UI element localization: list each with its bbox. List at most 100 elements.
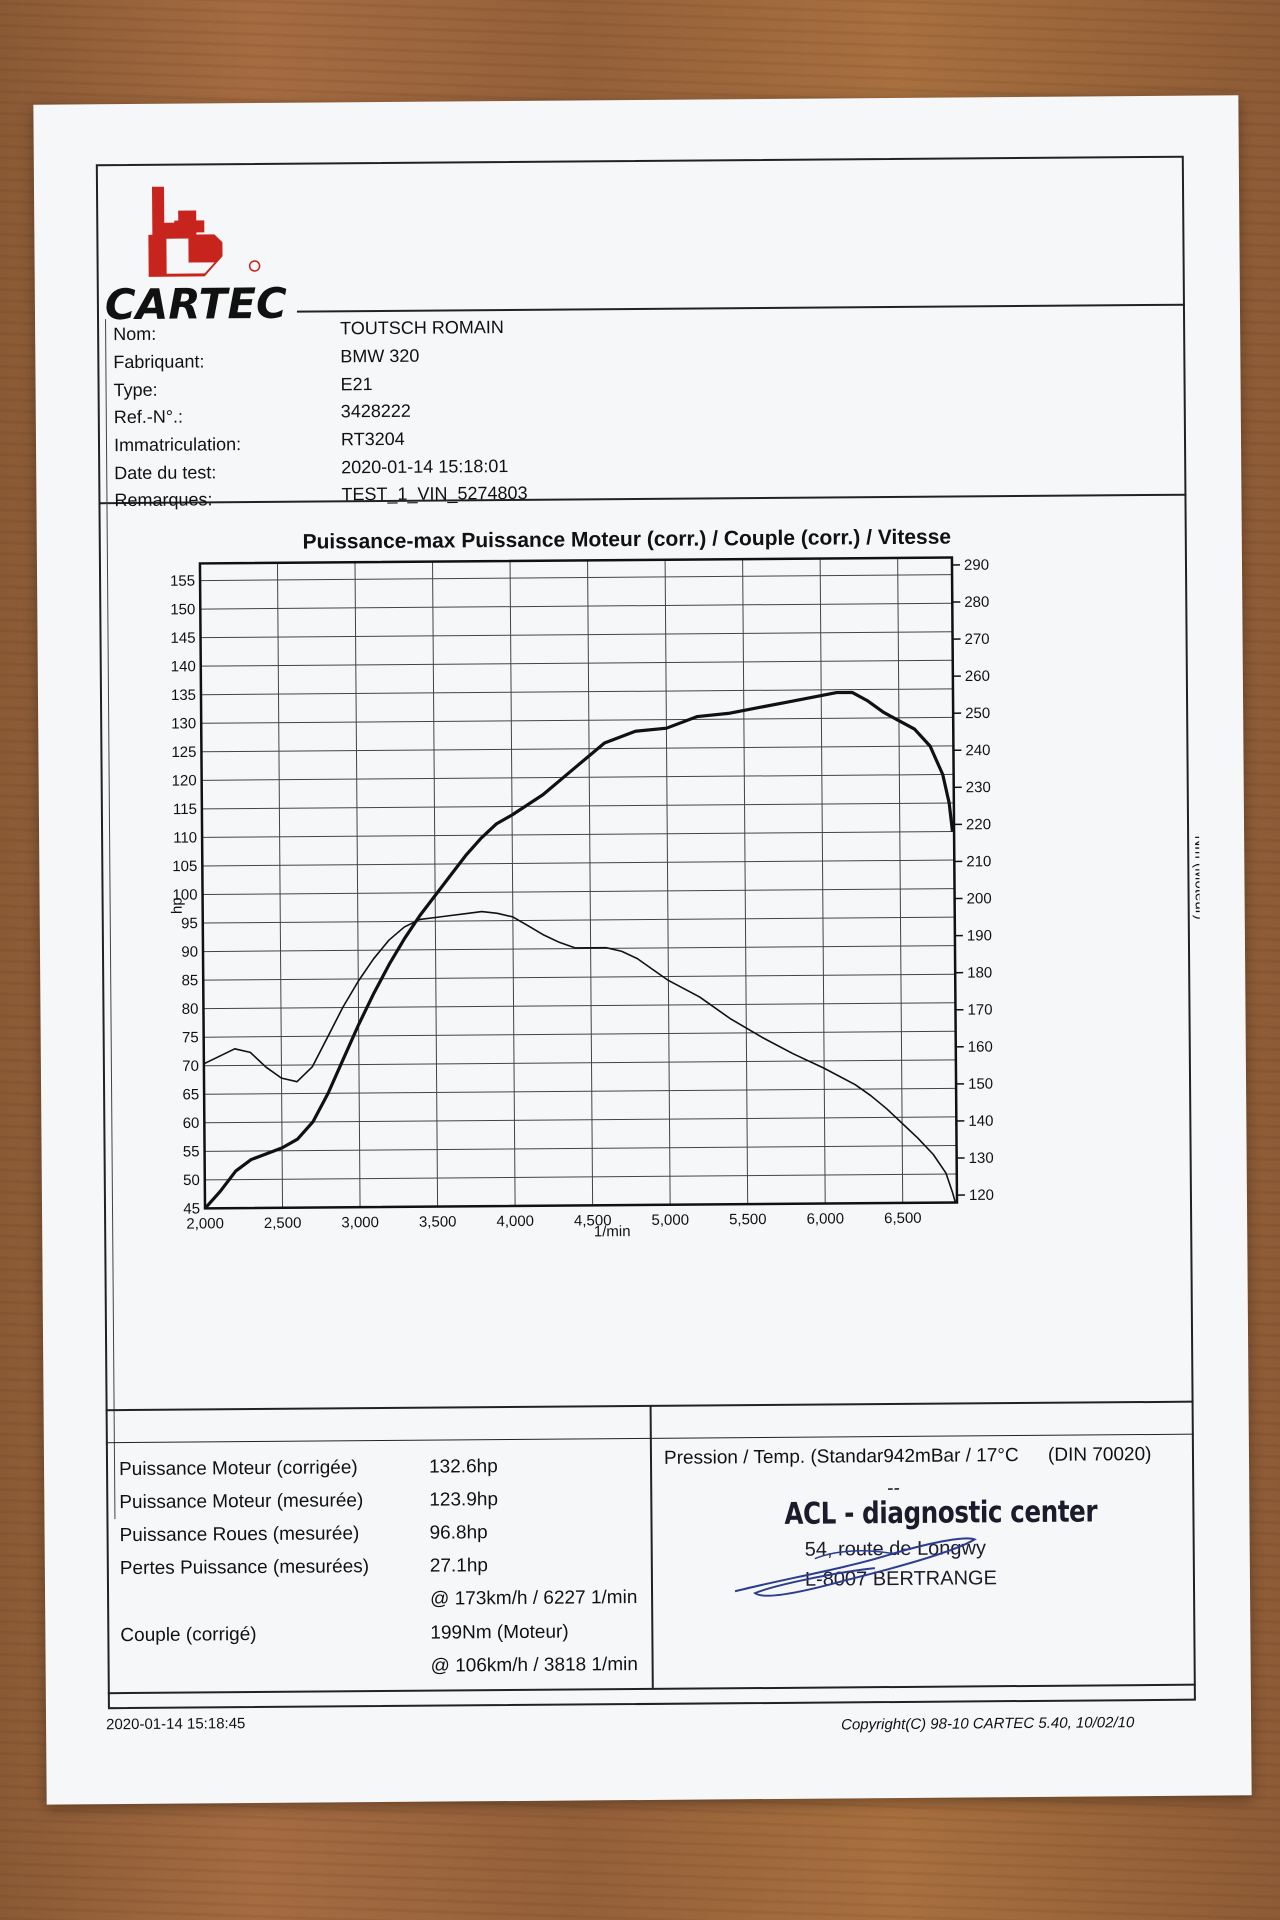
y-left-tick-label: 155 <box>170 573 195 590</box>
y-left-tick-label: 60 <box>183 1115 200 1132</box>
result-value-power-corr: 132.6hp <box>428 1456 498 1478</box>
y-left-tick-label: 65 <box>182 1086 199 1103</box>
dyno-chart: Puissance-max Puissance Moteur (corr.) /… <box>169 526 1204 1241</box>
y-gridline <box>202 859 955 867</box>
info-value-nom: TOUTSCH ROMAIN <box>340 317 504 339</box>
y-left-tick-label: 115 <box>173 801 197 818</box>
x-tick-label: 2,000 <box>186 1215 224 1232</box>
chart-title: Puissance-max Puissance Moteur (corr.) /… <box>302 526 951 554</box>
info-value-type: E21 <box>340 374 373 395</box>
y-left-tick-label: 50 <box>183 1172 200 1189</box>
result-value-power-meas: 123.9hp <box>429 1489 499 1511</box>
dyno-report-sheet: CARTEC Nom: TOUTSCH ROMAIN Fabriquant: B… <box>33 95 1252 1805</box>
info-value-remarques: TEST_1_VIN_5274803 <box>341 482 528 505</box>
power-curve-line <box>203 690 955 1210</box>
y-left-tick-label: 80 <box>182 1001 199 1018</box>
y-right-tick-label: 150 <box>968 1076 993 1093</box>
y-gridline <box>200 659 953 667</box>
din-norm: (DIN 70020) <box>1047 1443 1152 1466</box>
y-right-tick-label: 260 <box>965 668 990 685</box>
y-gridline <box>203 1030 956 1038</box>
y-gridline <box>204 1116 957 1124</box>
result-label-wheel-power: Puissance Roues (mesurée) <box>119 1523 360 1547</box>
info-value-date: 2020-01-14 15:18:01 <box>341 456 509 478</box>
x-tick-label: 6,000 <box>806 1210 844 1227</box>
y-left-tick-label: 130 <box>171 715 196 732</box>
y-left-tick-label: 135 <box>171 687 196 704</box>
chart-ticks: 2,000 2,500 3,000 3,500 4,000 4,500 5,000 5,500… <box>170 557 994 1233</box>
x-tick-label: 5,500 <box>729 1211 767 1228</box>
y-right-tick-label: 240 <box>965 742 990 759</box>
y-right-tick-label: 160 <box>968 1039 993 1056</box>
result-value-torque: 199Nm (Moteur) <box>430 1621 569 1644</box>
y-left-tick-label: 145 <box>170 630 195 647</box>
y-gridline <box>201 802 954 810</box>
y-left-tick-label: 85 <box>181 972 198 989</box>
y-right-tick-label: 180 <box>967 964 992 981</box>
y-left-tick-label: 75 <box>182 1029 199 1046</box>
y-axis-label-left: hp <box>169 897 186 914</box>
y-left-tick-label: 140 <box>171 658 196 675</box>
x-gridline <box>587 560 594 1206</box>
footer-copyright: Copyright(C) 98-10 CARTEC 5.40, 10/02/10 <box>841 1714 1135 1734</box>
x-gridline <box>897 557 904 1203</box>
y-right-tick-label: 200 <box>967 890 992 907</box>
info-label-date: Date du test: <box>114 462 217 484</box>
y-right-tick-label: 140 <box>968 1113 993 1130</box>
pressure-temp: Pression / Temp. (Standar942mBar / 17°C <box>663 1445 1019 1469</box>
y-left-tick-label: 150 <box>170 601 195 618</box>
y-gridline <box>200 602 953 610</box>
info-value-ref: 3428222 <box>340 400 411 422</box>
y-gridline <box>201 773 954 781</box>
y-gridline <box>200 688 953 696</box>
y-left-tick-label: 95 <box>181 915 198 932</box>
info-value-immatriculation: RT3204 <box>340 428 405 450</box>
result-value-power-at: @ 173km/h / 6227 1/min <box>430 1587 638 1610</box>
y-left-tick-label: 45 <box>183 1200 200 1217</box>
y-gridline <box>203 1002 956 1010</box>
y-gridline <box>200 631 953 639</box>
result-label-torque: Couple (corrigé) <box>120 1624 257 1647</box>
y-left-tick-label: 120 <box>172 772 197 789</box>
info-label-fabriquant: Fabriquant: <box>113 351 205 373</box>
x-tick-label: 6,500 <box>884 1210 922 1227</box>
y-right-tick-label: 210 <box>966 853 991 870</box>
y-right-tick-label: 230 <box>966 779 991 796</box>
result-label-losses: Pertes Puissance (mesurées) <box>119 1556 370 1580</box>
x-tick-label: 2,500 <box>264 1215 302 1232</box>
torque-curve-line <box>203 910 957 1203</box>
result-label-power-meas: Puissance Moteur (mesurée) <box>119 1490 364 1514</box>
y-gridline <box>201 716 954 724</box>
y-gridline <box>202 888 955 895</box>
y-gridline <box>200 574 953 582</box>
x-gridline <box>354 562 361 1208</box>
y-gridline <box>203 973 956 981</box>
y-right-tick-label: 120 <box>969 1187 994 1204</box>
y-gridline <box>202 831 955 838</box>
y-right-tick-label: 280 <box>964 594 989 611</box>
x-tick-label: 4,000 <box>496 1213 534 1230</box>
y-gridline <box>204 1087 957 1095</box>
cartec-logo: CARTEC <box>105 186 288 329</box>
x-tick-label: 3,000 <box>341 1214 379 1231</box>
y-gridline <box>203 1059 956 1067</box>
y-right-tick-label: 190 <box>967 927 992 944</box>
x-tick-label: 5,000 <box>651 1212 689 1229</box>
footer-timestamp: 2020-01-14 15:18:45 <box>106 1715 246 1734</box>
y-right-tick-label: 290 <box>964 557 989 574</box>
y-left-tick-label: 125 <box>171 744 196 761</box>
info-label-remarques: Remarques: <box>114 489 213 511</box>
info-value-fabriquant: BMW 320 <box>340 345 420 367</box>
y-gridline <box>204 1173 957 1181</box>
y-right-tick-label: 170 <box>967 1001 992 1018</box>
y-left-tick-label: 100 <box>172 887 197 904</box>
cartec-logo-text: CARTEC <box>105 279 288 329</box>
y-gridline <box>204 1144 957 1152</box>
x-axis-label: 1/min <box>594 1223 631 1240</box>
chart-series <box>203 690 957 1210</box>
info-label-nom: Nom: <box>113 323 157 345</box>
y-right-tick-label: 250 <box>965 705 990 722</box>
x-gridline <box>819 558 826 1204</box>
y-axis-label-right: Nm (Moteur) <box>1191 835 1203 919</box>
x-gridline <box>509 561 516 1206</box>
